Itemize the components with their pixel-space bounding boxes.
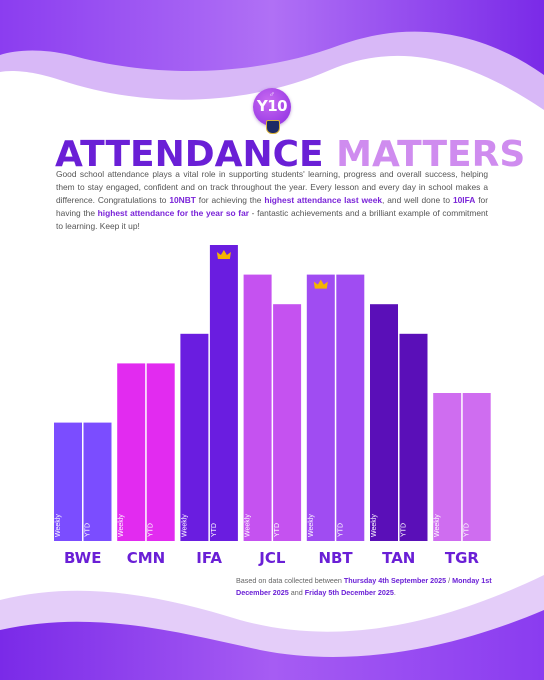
- category-label-bwe: BWE: [64, 549, 101, 567]
- footnote: Based on data collected between Thursday…: [236, 575, 496, 599]
- year-badge: ♂ Y10: [253, 88, 291, 126]
- title-part-1: ATTENDANCE: [55, 134, 324, 175]
- bar-label-weekly: Weekly: [118, 514, 125, 537]
- footnote-bold-2: Monday 1st December 2025: [236, 576, 492, 597]
- intro-bold-2: highest attendance last week: [264, 194, 383, 205]
- intro-text-4: for having the: [56, 194, 488, 218]
- bar-label-weekly: Weekly: [245, 514, 252, 537]
- intro-text-5: - fantastic achievements and a brilliant…: [56, 207, 488, 231]
- bar-ifa-ytd: [209, 245, 238, 541]
- footnote-text-4: .: [393, 588, 396, 597]
- bar-cmn-ytd: [146, 363, 175, 541]
- footnote-text-1: Based on data collected between: [236, 576, 344, 585]
- bar-label-weekly: Weekly: [55, 514, 62, 537]
- bar-label-ytd: YTD: [85, 523, 92, 537]
- bar-label-weekly: Weekly: [181, 514, 188, 537]
- bottom-wave-front: [0, 610, 544, 680]
- bar-tan-ytd: [399, 333, 428, 541]
- bar-nbt-ytd: [336, 274, 365, 541]
- bar-tgr-ytd: [462, 393, 491, 541]
- bar-label-ytd: YTD: [274, 523, 281, 537]
- intro-text-3: , and well done to: [382, 194, 453, 205]
- bar-tan-weekly: [370, 304, 398, 541]
- bar-label-ytd: YTD: [401, 523, 408, 537]
- category-label-nbt: NBT: [318, 549, 353, 567]
- crown-icon: [216, 250, 231, 259]
- footnote-text-2: /: [446, 576, 453, 585]
- top-wave-front: [0, 0, 544, 75]
- bar-bwe-weekly: [54, 422, 82, 541]
- category-label-tan: TAN: [382, 549, 415, 567]
- intro-text-1: Good school attendance plays a vital rol…: [56, 169, 488, 205]
- bar-label-ytd: YTD: [464, 523, 471, 537]
- bar-cmn-weekly: [117, 363, 146, 541]
- category-label-cmn: CMN: [127, 549, 166, 567]
- category-label-ifa: IFA: [196, 549, 222, 567]
- intro-text-2: for achieving the: [195, 194, 265, 205]
- intro-bold-4: highest attendance for the year so far: [97, 207, 250, 218]
- bar-jcl-weekly: [243, 274, 272, 541]
- bar-nbt-weekly: [306, 274, 335, 541]
- bar-label-weekly: Weekly: [371, 514, 378, 537]
- bar-ifa-weekly: [180, 333, 209, 541]
- bar-label-ytd: YTD: [211, 523, 218, 537]
- page-title: ATTENDANCE MATTERS: [55, 134, 525, 176]
- bar-label-weekly: Weekly: [308, 514, 315, 537]
- bar-tgr-weekly: [433, 393, 462, 541]
- badge-dot-icon: ♂: [269, 90, 275, 99]
- intro-bold-3: 10IFA: [452, 194, 476, 205]
- bar-jcl-ytd: [273, 304, 302, 541]
- footnote-bold-1: Thursday 4th September 2025: [343, 576, 447, 585]
- bar-label-ytd: YTD: [337, 523, 344, 537]
- intro-paragraph: Good school attendance plays a vital rol…: [56, 168, 488, 233]
- title-part-2: MATTERS: [336, 134, 526, 175]
- bar-label-weekly: Weekly: [434, 514, 441, 537]
- bar-label-ytd: YTD: [148, 523, 155, 537]
- category-label-jcl: JCL: [258, 549, 286, 567]
- bar-bwe-ytd: [83, 422, 112, 541]
- school-crest-icon: [266, 120, 280, 134]
- category-label-tgr: TGR: [445, 549, 480, 567]
- crown-icon: [313, 279, 328, 289]
- footnote-bold-3: Friday 5th December 2025: [304, 588, 394, 597]
- footnote-text-3: and: [288, 588, 305, 597]
- intro-bold-1: 10NBT: [169, 194, 196, 205]
- badge-text: Y10: [256, 97, 288, 115]
